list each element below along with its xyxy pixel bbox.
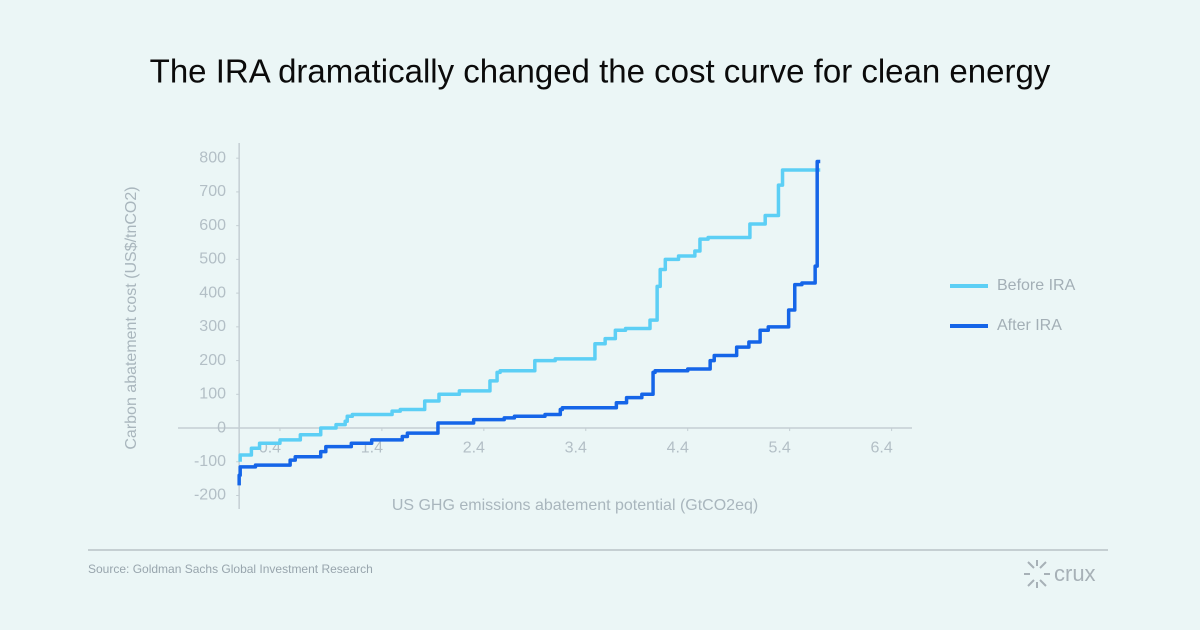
y-tick-label: 800 xyxy=(199,149,226,166)
x-tick-label: 6.4 xyxy=(870,439,892,456)
series-line xyxy=(238,168,821,462)
y-tick-label: 700 xyxy=(199,183,226,200)
y-axis-label: Carbon abatement cost (US$/tnCO2) xyxy=(123,186,140,449)
logo xyxy=(1024,560,1050,588)
y-tick-label: 400 xyxy=(199,284,226,301)
series-line xyxy=(237,159,821,486)
x-tick-label: 5.4 xyxy=(769,439,791,456)
legend-label: After IRA xyxy=(997,317,1062,334)
y-tick-label: 500 xyxy=(199,251,226,268)
source: Source: Goldman Sachs Global Investment … xyxy=(88,562,373,576)
y-tick-label: 100 xyxy=(199,386,226,403)
y-tick-label: 600 xyxy=(199,217,226,234)
brand: crux xyxy=(1054,561,1096,586)
y-tick-label: 300 xyxy=(199,318,226,335)
y-tick-label: -100 xyxy=(194,453,226,470)
x-tick-label: 2.4 xyxy=(463,439,485,456)
legend-label: Before IRA xyxy=(997,277,1076,294)
x-tick-label: 3.4 xyxy=(565,439,587,456)
y-tick-label: 200 xyxy=(199,352,226,369)
x-axis-label: US GHG emissions abatement potential (Gt… xyxy=(392,497,758,514)
y-tick-label: -200 xyxy=(194,487,226,504)
y-tick-label: 0 xyxy=(217,419,226,436)
chart-title: The IRA dramatically changed the cost cu… xyxy=(150,53,1051,90)
logo-icon xyxy=(1024,560,1050,588)
x-tick-label: 4.4 xyxy=(667,439,689,456)
